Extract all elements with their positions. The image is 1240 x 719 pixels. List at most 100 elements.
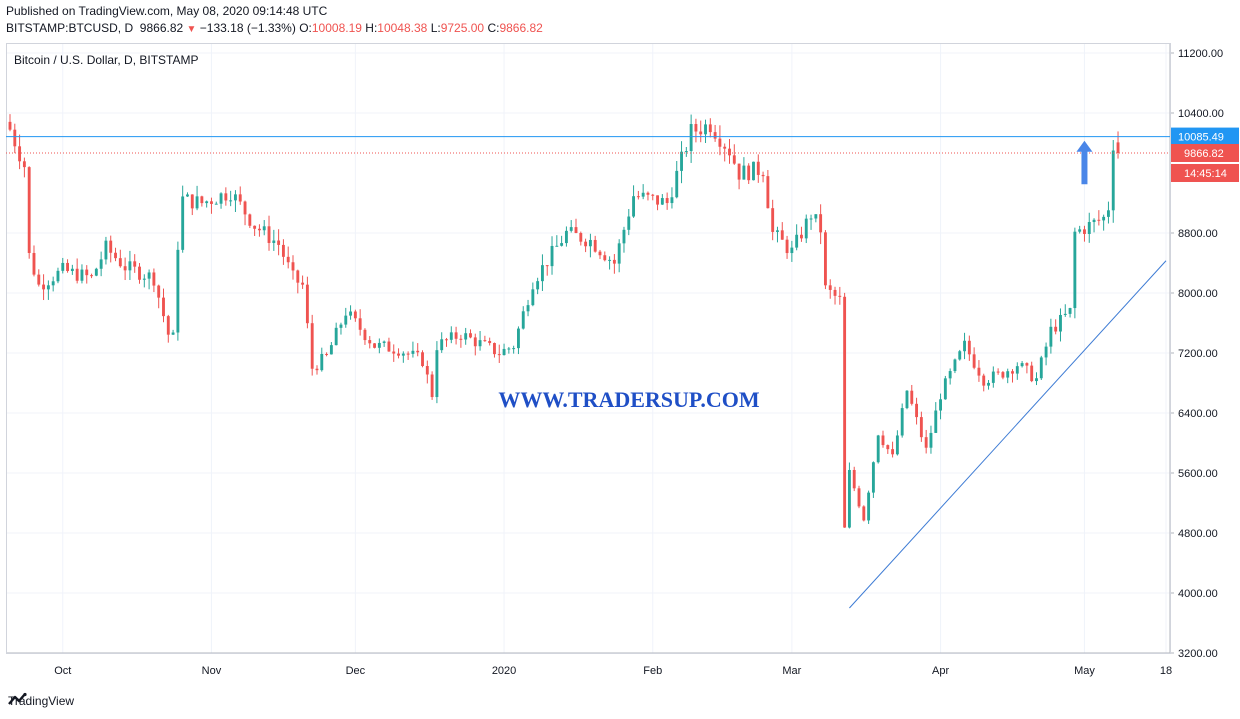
candle-body [771, 208, 775, 232]
candle-body [478, 340, 482, 347]
candle-body [919, 417, 923, 438]
candle-body [363, 329, 367, 341]
candle-body [617, 243, 621, 264]
candle-body [142, 278, 146, 280]
candle-body [742, 165, 746, 180]
candle-body [1025, 363, 1029, 366]
candle-body [871, 462, 875, 493]
candle-body [843, 296, 847, 528]
candle-body [665, 198, 669, 204]
candle-body [1068, 308, 1072, 314]
candle-body [574, 227, 578, 234]
footer-brand[interactable]: TradingView [8, 692, 74, 710]
candle-body [732, 155, 736, 164]
candle-body [886, 445, 890, 450]
candle-body [123, 266, 127, 271]
candle-body [987, 382, 990, 386]
up-arrow-shaft [1081, 150, 1088, 185]
candle-body [723, 146, 727, 149]
candle-body [776, 230, 779, 232]
candle-body [430, 374, 434, 398]
candle-body [224, 193, 228, 201]
candle-body [85, 269, 89, 276]
candle-body [977, 367, 981, 376]
candle-body [943, 378, 947, 400]
candle-body [1001, 372, 1005, 378]
candle-body [752, 161, 755, 181]
candle-body [473, 337, 477, 347]
candle-body [876, 435, 880, 463]
candle-body [915, 403, 919, 418]
candle-body [895, 435, 899, 455]
candle-body [579, 233, 583, 242]
candle-body [109, 240, 113, 253]
candle-body [152, 272, 156, 286]
candle-body [320, 353, 324, 371]
candle-body [181, 196, 185, 250]
candle-body [411, 350, 415, 354]
candle-body [440, 339, 444, 351]
candle-body [253, 225, 257, 229]
candle-body [670, 197, 674, 204]
y-tick-label: 10400.00 [1178, 108, 1224, 120]
candle-body [1078, 229, 1082, 232]
candle-body [210, 201, 213, 204]
chart-area[interactable]: 11200.00 10400.00 8800.00 8000.00 7200.00 640… [6, 43, 1240, 683]
candle-body [790, 247, 794, 254]
candle-body [497, 354, 501, 356]
y-tick-label: 7200.00 [1178, 348, 1218, 360]
y-tick-label: 3200.00 [1178, 648, 1218, 660]
candle-body [982, 375, 986, 386]
y-tick-label: 4000.00 [1178, 588, 1218, 600]
last-price-label: 9866.82 [1184, 148, 1224, 160]
candle-body [838, 295, 842, 297]
candle-body [459, 338, 463, 340]
up-arrow-icon [1076, 140, 1093, 152]
candle-body [785, 239, 789, 254]
candle-body [1035, 378, 1038, 382]
x-tick-label: Apr [932, 665, 949, 677]
candle-body [301, 282, 305, 285]
candle-body [469, 333, 472, 338]
candle-body [823, 232, 827, 286]
candle-body [37, 274, 41, 285]
candle-body [61, 262, 65, 271]
candle-body [627, 216, 631, 230]
candle-body [1073, 231, 1077, 309]
candle-body [176, 249, 180, 333]
candle-body [593, 239, 597, 252]
candle-body [545, 265, 549, 267]
x-tick-label: May [1074, 665, 1095, 677]
candle-body [51, 281, 55, 286]
low-value: 9725.00 [440, 21, 485, 35]
candle-body [46, 285, 50, 290]
countdown-tag [1171, 163, 1239, 182]
price-chart[interactable]: 11200.00 10400.00 8800.00 8000.00 7200.00 640… [6, 43, 1240, 683]
candle-body [852, 469, 856, 489]
last-price-tag [1171, 143, 1239, 162]
plot-border [6, 43, 1171, 654]
candle-body [257, 228, 261, 231]
candle-body [1006, 371, 1010, 378]
y-tick-label: 4800.00 [1178, 528, 1218, 540]
candle-body [42, 284, 46, 290]
candle-body [699, 131, 703, 135]
candle-body [939, 399, 942, 411]
symbol-label: BITSTAMP:BTCUSD, D [6, 21, 134, 35]
candle-body [1111, 150, 1115, 211]
x-tick-label: Mar [782, 665, 801, 677]
resistance-price-tag [1171, 127, 1239, 146]
candle-body [1030, 365, 1034, 382]
candle-body [536, 281, 540, 290]
candle-body [1049, 326, 1053, 347]
tradingview-logo-icon [8, 692, 27, 705]
candle-body [780, 230, 784, 240]
watermark-text: WWW.TRADERSUP.COM [498, 387, 759, 412]
change-value: −133.18 (−1.33%) [199, 21, 296, 35]
candle-body [157, 285, 161, 298]
candle-body [277, 240, 281, 245]
candle-body [795, 234, 799, 248]
candle-body [358, 318, 362, 330]
candle-body [857, 488, 861, 507]
candle-body [454, 332, 458, 339]
